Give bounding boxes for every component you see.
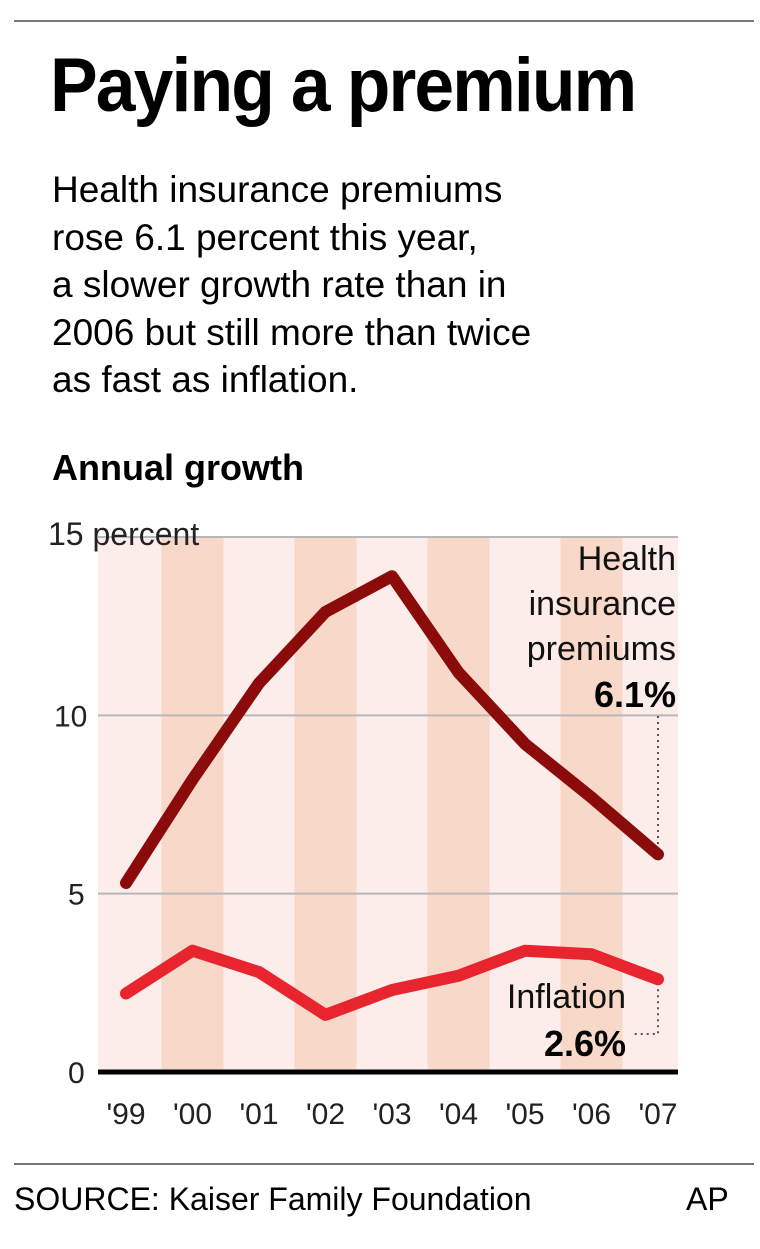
x-tick-label: '06 bbox=[572, 1098, 611, 1131]
subtitle-line: 2006 but still more than twice bbox=[52, 311, 532, 353]
y-tick-label: 0 bbox=[68, 1057, 85, 1090]
top-rule bbox=[14, 20, 754, 22]
x-tick-label: '05 bbox=[505, 1098, 544, 1131]
y-tick-label: 5 bbox=[68, 879, 85, 912]
premiums-end-label: 6.1% bbox=[594, 674, 676, 715]
graphic-title: Paying a premium bbox=[50, 43, 637, 128]
inflation-end-label: 2.6% bbox=[544, 1023, 626, 1064]
subtitle-line: as fast as inflation. bbox=[52, 359, 359, 400]
series-lines bbox=[120, 570, 664, 1021]
inflation-line bbox=[120, 944, 664, 1021]
graphic-subtitle: Health insurance premiums rose 6.1 perce… bbox=[52, 166, 732, 404]
x-tick-label: '03 bbox=[372, 1098, 411, 1131]
premiums-series-label: insurance bbox=[529, 585, 676, 623]
source-note: SOURCE: Kaiser Family Foundation bbox=[14, 1181, 532, 1217]
y-axis-labels: 15 percent 10 5 0 bbox=[48, 516, 199, 1090]
column-bands bbox=[98, 537, 678, 1072]
chart-title: Annual growth bbox=[52, 447, 304, 488]
x-tick-label: '04 bbox=[439, 1098, 478, 1131]
premiums-series-label: premiums bbox=[527, 630, 676, 668]
subtitle-line: Health insurance premiums bbox=[52, 169, 503, 210]
subtitle-line: rose 6.1 percent this year, bbox=[52, 216, 478, 258]
x-tick-label: '99 bbox=[106, 1098, 145, 1131]
credit-note: AP bbox=[686, 1181, 729, 1217]
x-tick-label: '02 bbox=[306, 1098, 345, 1131]
series-labels: Health insurance premiums 6.1% Inflation 2.6% bbox=[507, 540, 676, 1064]
x-axis-labels: '99 '00 '01 '02 '03 '04 '05 '06 '07 bbox=[106, 1098, 677, 1131]
x-tick-label: '00 bbox=[173, 1098, 212, 1131]
premiums-line bbox=[120, 570, 664, 889]
x-tick-label: '07 bbox=[638, 1098, 677, 1131]
y-tick-label: 15 percent bbox=[48, 516, 199, 552]
bottom-rule bbox=[14, 1163, 754, 1165]
gridlines bbox=[98, 536, 678, 1075]
inflation-series-label: Inflation bbox=[507, 978, 626, 1016]
column-band bbox=[427, 537, 490, 1072]
x-tick-label: '01 bbox=[239, 1098, 278, 1131]
subtitle-line: a slower growth rate than in bbox=[52, 264, 507, 305]
y-tick-label: 10 bbox=[54, 700, 87, 733]
premiums-series-label: Health bbox=[578, 540, 676, 578]
